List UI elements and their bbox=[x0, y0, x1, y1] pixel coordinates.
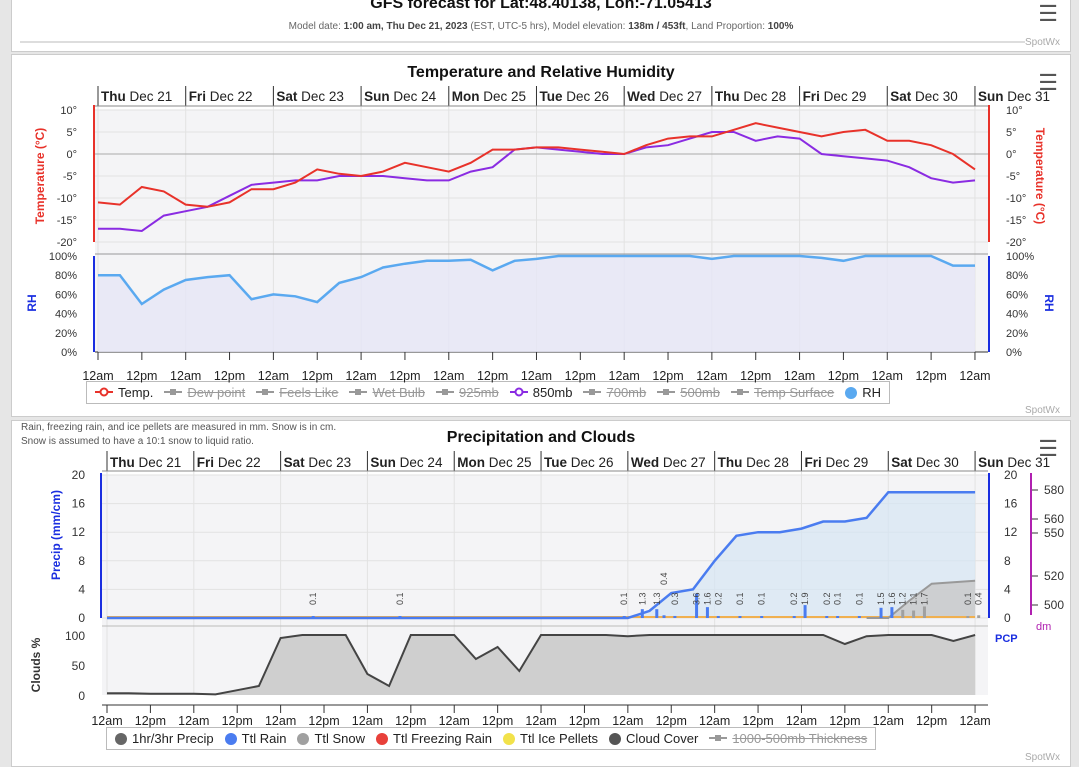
chart-title: Precipitation and Clouds bbox=[446, 429, 636, 446]
legend-item-1hr-3hr-precip[interactable]: 1hr/3hr Precip bbox=[115, 731, 214, 746]
legend-item-feels-like[interactable]: Feels Like bbox=[256, 385, 338, 400]
legend-label: Ttl Snow bbox=[314, 731, 366, 746]
legend-item-700mb[interactable]: 700mb bbox=[583, 385, 646, 400]
chart-title: Temperature and Relative Humidity bbox=[407, 64, 675, 81]
circle-icon bbox=[503, 732, 516, 745]
chart-menu-icon[interactable]: ☰ bbox=[1038, 70, 1058, 95]
legend-item-wet-bulb[interactable]: Wet Bulb bbox=[349, 385, 425, 400]
menu-icon[interactable]: ☰ bbox=[1038, 1, 1058, 26]
ratio-note: Snow is assumed to have a 10:1 snow to l… bbox=[21, 436, 254, 447]
legend-item-dew-point[interactable]: Dew point bbox=[164, 385, 245, 400]
square-line-icon bbox=[256, 385, 275, 400]
diamond-line-icon bbox=[583, 385, 602, 400]
triangle-line-icon bbox=[349, 385, 368, 400]
legend-label: 1000-500mb Thickness bbox=[732, 731, 868, 746]
legend-label: Feels Like bbox=[279, 385, 339, 400]
circle-icon bbox=[845, 386, 858, 399]
legend-label: Dew point bbox=[187, 385, 246, 400]
credit: SpotWx bbox=[1024, 37, 1060, 48]
triangle-down-line-icon bbox=[435, 385, 454, 400]
legend-item-ttl-freezing-rain[interactable]: Ttl Freezing Rain bbox=[376, 731, 492, 746]
divider bbox=[20, 41, 1025, 43]
square-line-icon bbox=[657, 385, 676, 400]
legend-item-ttl-ice-pellets[interactable]: Ttl Ice Pellets bbox=[503, 731, 598, 746]
legend-label: Temp Surface bbox=[753, 385, 835, 400]
model-date-label: Model date: bbox=[288, 21, 341, 32]
temp-legend: Temp. Dew point Feels Like Wet Bulb 925mb 850… bbox=[86, 381, 890, 404]
legend-item-ttl-snow[interactable]: Ttl Snow bbox=[297, 731, 365, 746]
triangle-line-icon bbox=[730, 385, 749, 400]
legend-label: 500mb bbox=[680, 385, 720, 400]
legend-label: Ttl Freezing Rain bbox=[393, 731, 493, 746]
circle-icon bbox=[709, 731, 728, 746]
legend-label: 850mb bbox=[532, 385, 573, 400]
legend-item-cloud-cover[interactable]: Cloud Cover bbox=[609, 731, 698, 746]
legend-label: Cloud Cover bbox=[626, 731, 699, 746]
land-proportion: 100% bbox=[767, 21, 794, 32]
circle-icon bbox=[609, 732, 622, 745]
chart-menu-icon[interactable]: ☰ bbox=[1038, 436, 1058, 461]
page-title: GFS forecast for Lat:48.40138, Lon:-71.0… bbox=[370, 0, 712, 12]
legend-label: Ttl Ice Pellets bbox=[520, 731, 599, 746]
circle-icon bbox=[376, 732, 389, 745]
legend-item-1000-500mb-thickness[interactable]: 1000-500mb Thickness bbox=[709, 731, 867, 746]
timezone: (EST, UTC-5 hrs), bbox=[470, 21, 550, 32]
legend-label: Temp. bbox=[118, 385, 154, 400]
legend-item-925mb[interactable]: 925mb bbox=[435, 385, 499, 400]
legend-label: 700mb bbox=[606, 385, 647, 400]
legend-item-temp-[interactable]: Temp. bbox=[95, 385, 153, 400]
elevation-label: Model elevation: bbox=[552, 21, 626, 32]
precip-panel: Rain, freezing rain, and ice pellets are… bbox=[11, 420, 1071, 767]
circle-line-icon bbox=[509, 385, 528, 400]
legend-label: Ttl Rain bbox=[241, 731, 287, 746]
credit: SpotWx bbox=[1024, 752, 1060, 763]
circle-line-icon bbox=[95, 385, 113, 400]
legend-item-850mb[interactable]: 850mb bbox=[509, 385, 573, 400]
circle-icon bbox=[224, 732, 237, 745]
circle-icon bbox=[115, 732, 127, 745]
legend-label: RH bbox=[862, 385, 881, 400]
model-date: 1:00 am, Thu Dec 21, 2023 bbox=[343, 21, 468, 32]
legend-label: Wet Bulb bbox=[372, 385, 425, 400]
units-note: Rain, freezing rain, and ice pellets are… bbox=[21, 422, 337, 433]
elevation: 138m / 453ft bbox=[628, 21, 686, 32]
legend-item-500mb[interactable]: 500mb bbox=[657, 385, 720, 400]
legend-label: 1hr/3hr Precip bbox=[132, 731, 214, 746]
diamond-line-icon bbox=[164, 385, 183, 400]
circle-icon bbox=[297, 732, 310, 745]
header-panel: GFS forecast for Lat:48.40138, Lon:-71.0… bbox=[11, 0, 1071, 52]
legend-item-temp-surface[interactable]: Temp Surface bbox=[730, 385, 835, 400]
temperature-panel: Temperature and Relative Humidity ☰ Temp… bbox=[11, 54, 1071, 417]
legend-item-ttl-rain[interactable]: Ttl Rain bbox=[224, 731, 287, 746]
model-info: Model date: 1:00 am, Thu Dec 21, 2023 (E… bbox=[12, 21, 1070, 32]
legend-item-rh[interactable]: RH bbox=[845, 385, 881, 400]
credit: SpotWx bbox=[1024, 405, 1060, 416]
precip-legend: 1hr/3hr Precip Ttl Rain Ttl Snow Ttl Freezi… bbox=[106, 727, 877, 750]
legend-label: 925mb bbox=[458, 385, 499, 400]
land-label: , Land Proportion: bbox=[685, 21, 766, 32]
